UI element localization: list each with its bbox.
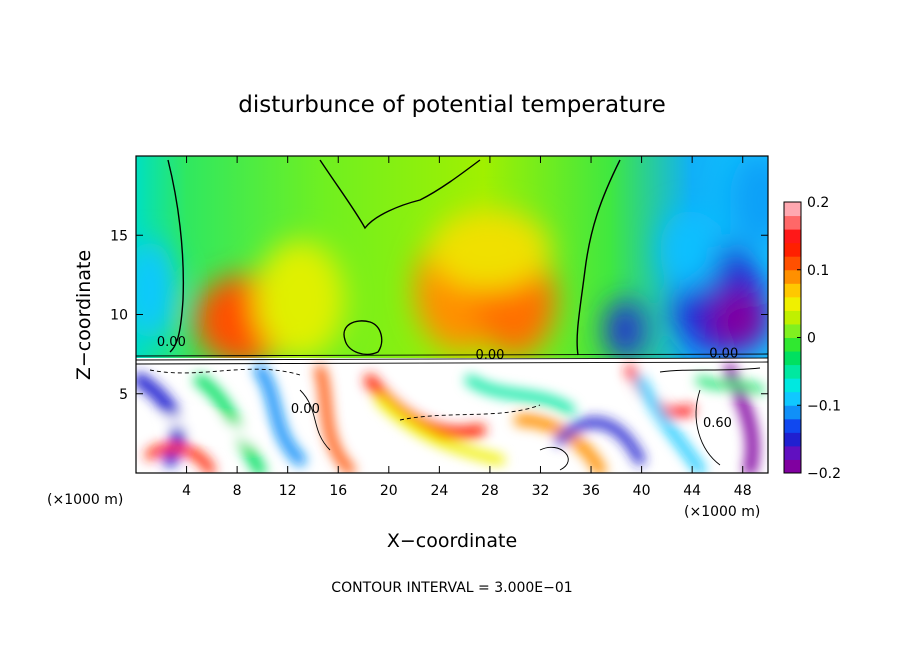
colorbar-swatch xyxy=(784,378,801,393)
colorbar-swatch xyxy=(784,459,801,474)
colorbar-tick-label: 0.1 xyxy=(807,263,829,279)
contour-line xyxy=(149,368,301,376)
colorbar-swatch xyxy=(784,202,801,217)
turbulent-streak xyxy=(194,374,266,473)
turbulent-streak xyxy=(375,395,505,465)
x-tick-label: 12 xyxy=(279,483,297,499)
x-tick-label: 20 xyxy=(380,483,398,499)
turbulent-streak xyxy=(315,365,355,473)
cold-anomaly-blob xyxy=(136,240,175,340)
contour-label: 0.00 xyxy=(157,335,186,350)
contour-line xyxy=(343,320,383,356)
colorbar-swatch xyxy=(784,364,801,379)
plot-area: 0.00 0.00 0.00 0.00 0.60 xyxy=(136,156,768,473)
turbulent-streak xyxy=(254,364,306,466)
contour-line xyxy=(167,159,185,353)
turbulent-streak xyxy=(555,417,645,465)
contour-line xyxy=(399,404,541,421)
turbulent-streak xyxy=(724,364,759,473)
colorbar-swatch xyxy=(784,296,801,311)
y-tick-label: 5 xyxy=(119,387,128,403)
contour-line xyxy=(659,367,761,373)
colorbar-swatch xyxy=(784,229,801,244)
contour-label: 0.00 xyxy=(291,402,320,417)
colorbar-swatch xyxy=(784,269,801,284)
colorbar-swatch xyxy=(784,283,801,298)
contour-interval-note: CONTOUR INTERVAL = 3.000E−01 xyxy=(331,580,572,596)
y-axis: 5 10 15 xyxy=(110,228,768,403)
x-tick-label: 32 xyxy=(532,483,550,499)
lower-contours xyxy=(136,353,768,471)
contour-label: 0.00 xyxy=(475,348,504,363)
turbulent-streak xyxy=(465,375,575,415)
cold-anomaly-blob xyxy=(730,156,768,250)
contour-line xyxy=(576,159,621,356)
contour-line xyxy=(299,389,331,451)
x-tick-label: 40 xyxy=(633,483,651,499)
lower-layer-streaks xyxy=(136,364,764,473)
contour-labels: 0.00 0.00 0.00 0.00 0.60 xyxy=(157,335,738,431)
y-axis-label: Z−coordinate xyxy=(73,250,95,380)
colorbar-swatch xyxy=(784,310,801,325)
colorbar-swatch xyxy=(784,256,801,271)
contour-line xyxy=(319,159,481,230)
x-tick-label: 24 xyxy=(430,483,448,499)
turbulent-streak xyxy=(514,414,606,473)
x-tick-label: 48 xyxy=(734,483,752,499)
x-tick-label: 4 xyxy=(182,483,191,499)
contour-line xyxy=(695,389,721,466)
turbulent-streak xyxy=(635,375,705,473)
contour-line xyxy=(136,353,768,357)
colorbar-swatch xyxy=(784,405,801,420)
turbulent-streak xyxy=(364,374,486,439)
cold-anomaly-blob xyxy=(660,210,720,290)
chart-title: disturbunce of potential temperature xyxy=(238,92,666,118)
upper-contours xyxy=(167,159,621,356)
x-unit-label-left: (×1000 m) xyxy=(47,492,123,508)
x-axis: 4 8 12 16 20 24 28 32 36 40 44 48 xyxy=(182,156,752,499)
x-tick-label: 8 xyxy=(233,483,242,499)
x-tick-label: 36 xyxy=(582,483,600,499)
x-tick-label: 16 xyxy=(329,483,347,499)
x-unit-label-right: (×1000 m) xyxy=(684,504,760,520)
contour-line xyxy=(136,357,768,361)
upper-layer-blobs xyxy=(136,156,768,365)
colorbar-swatch xyxy=(784,445,801,460)
contour-label: 0.00 xyxy=(709,346,738,361)
y-tick-label: 10 xyxy=(110,308,128,324)
colorbar-swatch xyxy=(784,242,801,257)
colorbar-swatch xyxy=(784,323,801,338)
colorbar: 0.2 0.1 0 −0.1 −0.2 xyxy=(783,195,841,482)
colorbar-tick-label: −0.2 xyxy=(807,466,841,482)
y-tick-label: 15 xyxy=(110,228,128,244)
cold-anomaly-blob xyxy=(710,290,768,350)
colorbar-tick-label: 0.2 xyxy=(807,195,829,211)
contour-label: 0.60 xyxy=(703,416,732,431)
colorbar-tick-label: 0 xyxy=(807,331,816,347)
colorbar-swatch xyxy=(784,215,801,230)
colorbar-swatch xyxy=(784,351,801,366)
x-tick-label: 44 xyxy=(683,483,701,499)
colorbar-swatch xyxy=(784,391,801,406)
cold-anomaly-blob xyxy=(605,300,645,360)
turbulent-streak xyxy=(696,376,764,394)
contour-line xyxy=(539,446,569,471)
x-tick-label: 28 xyxy=(481,483,499,499)
colorbar-swatch xyxy=(784,432,801,447)
colorbar-tick-label: −0.1 xyxy=(807,398,841,414)
colorbar-swatch xyxy=(784,418,801,433)
contour-line xyxy=(136,361,768,365)
turbulent-streak xyxy=(165,415,255,445)
warm-anomaly-blob xyxy=(255,240,345,360)
turbulent-streak xyxy=(145,442,215,473)
x-axis-label: X−coordinate xyxy=(387,530,517,552)
warm-anomaly-blob xyxy=(430,210,550,290)
colorbar-swatch xyxy=(784,337,801,352)
